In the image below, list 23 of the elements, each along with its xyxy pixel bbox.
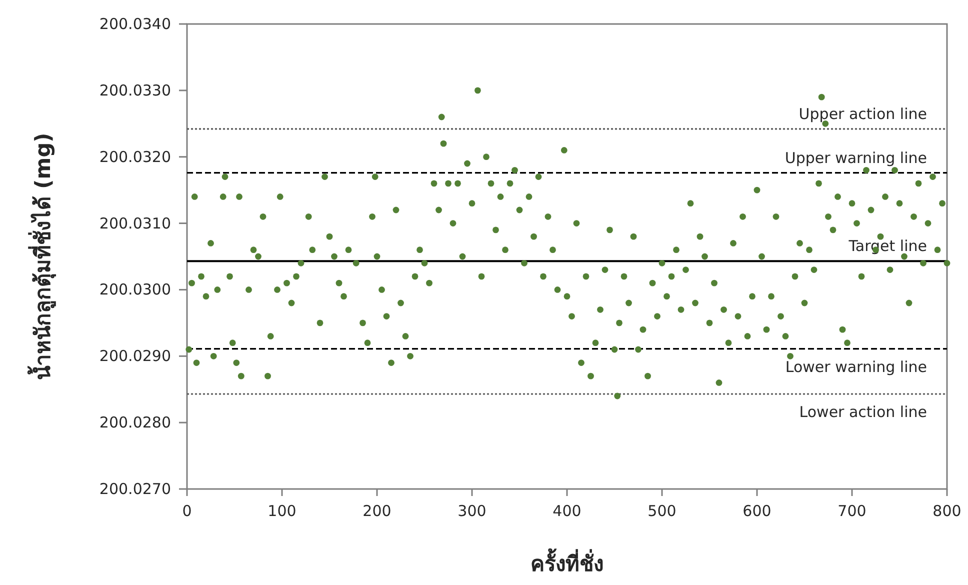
y-tick-label: 200.0340 [99,15,171,33]
x-tick-label: 700 [838,502,866,520]
y-tick-label: 200.0280 [99,414,171,432]
y-tick-label: 200.0310 [99,214,171,232]
x-tick-label: 400 [552,502,582,520]
y-tick-label: 200.0320 [99,148,171,166]
x-tick-label: 300 [458,502,486,520]
x-tick-label: 0 [182,502,192,520]
x-tick-label: 200 [362,502,392,520]
x-tick-label: 500 [648,502,676,520]
x-tick-label: 100 [268,502,296,520]
y-tick-label: 200.0330 [99,81,171,100]
ref-line-label: Upper warning line [784,148,927,167]
ref-line-label: Upper action line [798,104,927,123]
x-tick-label: 800 [932,502,962,520]
y-tick-label: 200.0300 [99,280,171,299]
y-axis-title: น้ำหนักลูกตุ้มที่ชั่งได้ (mg) [27,132,57,380]
y-tick-label: 200.0290 [99,347,171,366]
x-tick-label: 600 [742,502,772,520]
y-tick-label: 200.0270 [99,480,171,498]
x-axis-title: ครั้งที่ชั่ง [530,548,604,576]
ref-line-label: Lower action line [799,403,927,422]
ref-line-label: Lower warning line [785,358,927,376]
